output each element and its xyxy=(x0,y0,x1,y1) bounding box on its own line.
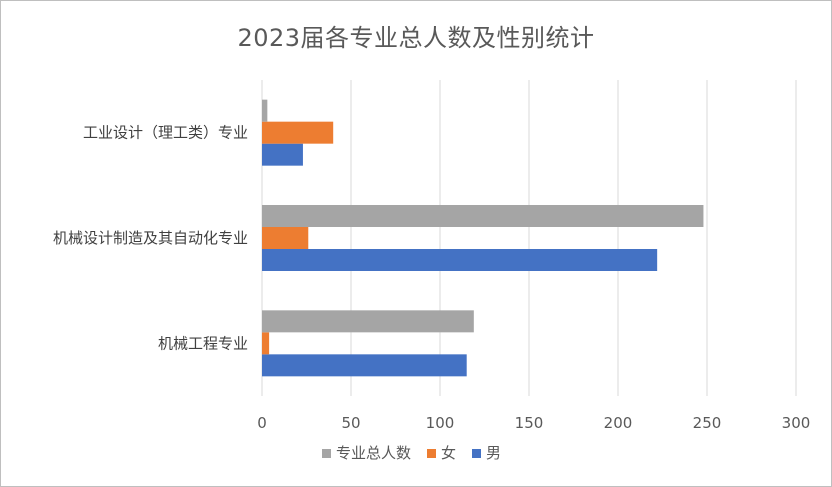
bar-female xyxy=(262,227,309,249)
bar-male xyxy=(262,354,467,377)
x-tick-label: 200 xyxy=(604,414,633,432)
bar-female xyxy=(262,332,270,355)
bar-male xyxy=(262,143,303,166)
bar-total xyxy=(262,99,268,122)
bar-male xyxy=(262,249,658,271)
x-tick-label: 150 xyxy=(515,414,544,432)
x-tick-label: 300 xyxy=(782,414,811,432)
x-tick-label: 50 xyxy=(341,414,360,432)
legend-swatch xyxy=(472,449,481,458)
category-label: 机械设计制造及其自动化专业 xyxy=(53,229,248,247)
category-label: 工业设计（理工类）专业 xyxy=(83,124,248,142)
x-tick-label: 250 xyxy=(693,414,722,432)
x-tick-label: 100 xyxy=(426,414,455,432)
bar-total xyxy=(262,205,704,227)
bar-total xyxy=(262,310,474,333)
bar-female xyxy=(262,121,334,144)
legend-swatch xyxy=(322,449,331,458)
x-tick-label: 0 xyxy=(257,414,267,432)
legend-label: 男 xyxy=(486,444,501,462)
legend-swatch xyxy=(427,449,436,458)
category-label: 机械工程专业 xyxy=(158,334,248,352)
chart-title: 2023届各专业总人数及性别统计 xyxy=(237,24,595,52)
legend-label: 专业总人数 xyxy=(336,444,411,462)
legend-label: 女 xyxy=(441,444,456,462)
